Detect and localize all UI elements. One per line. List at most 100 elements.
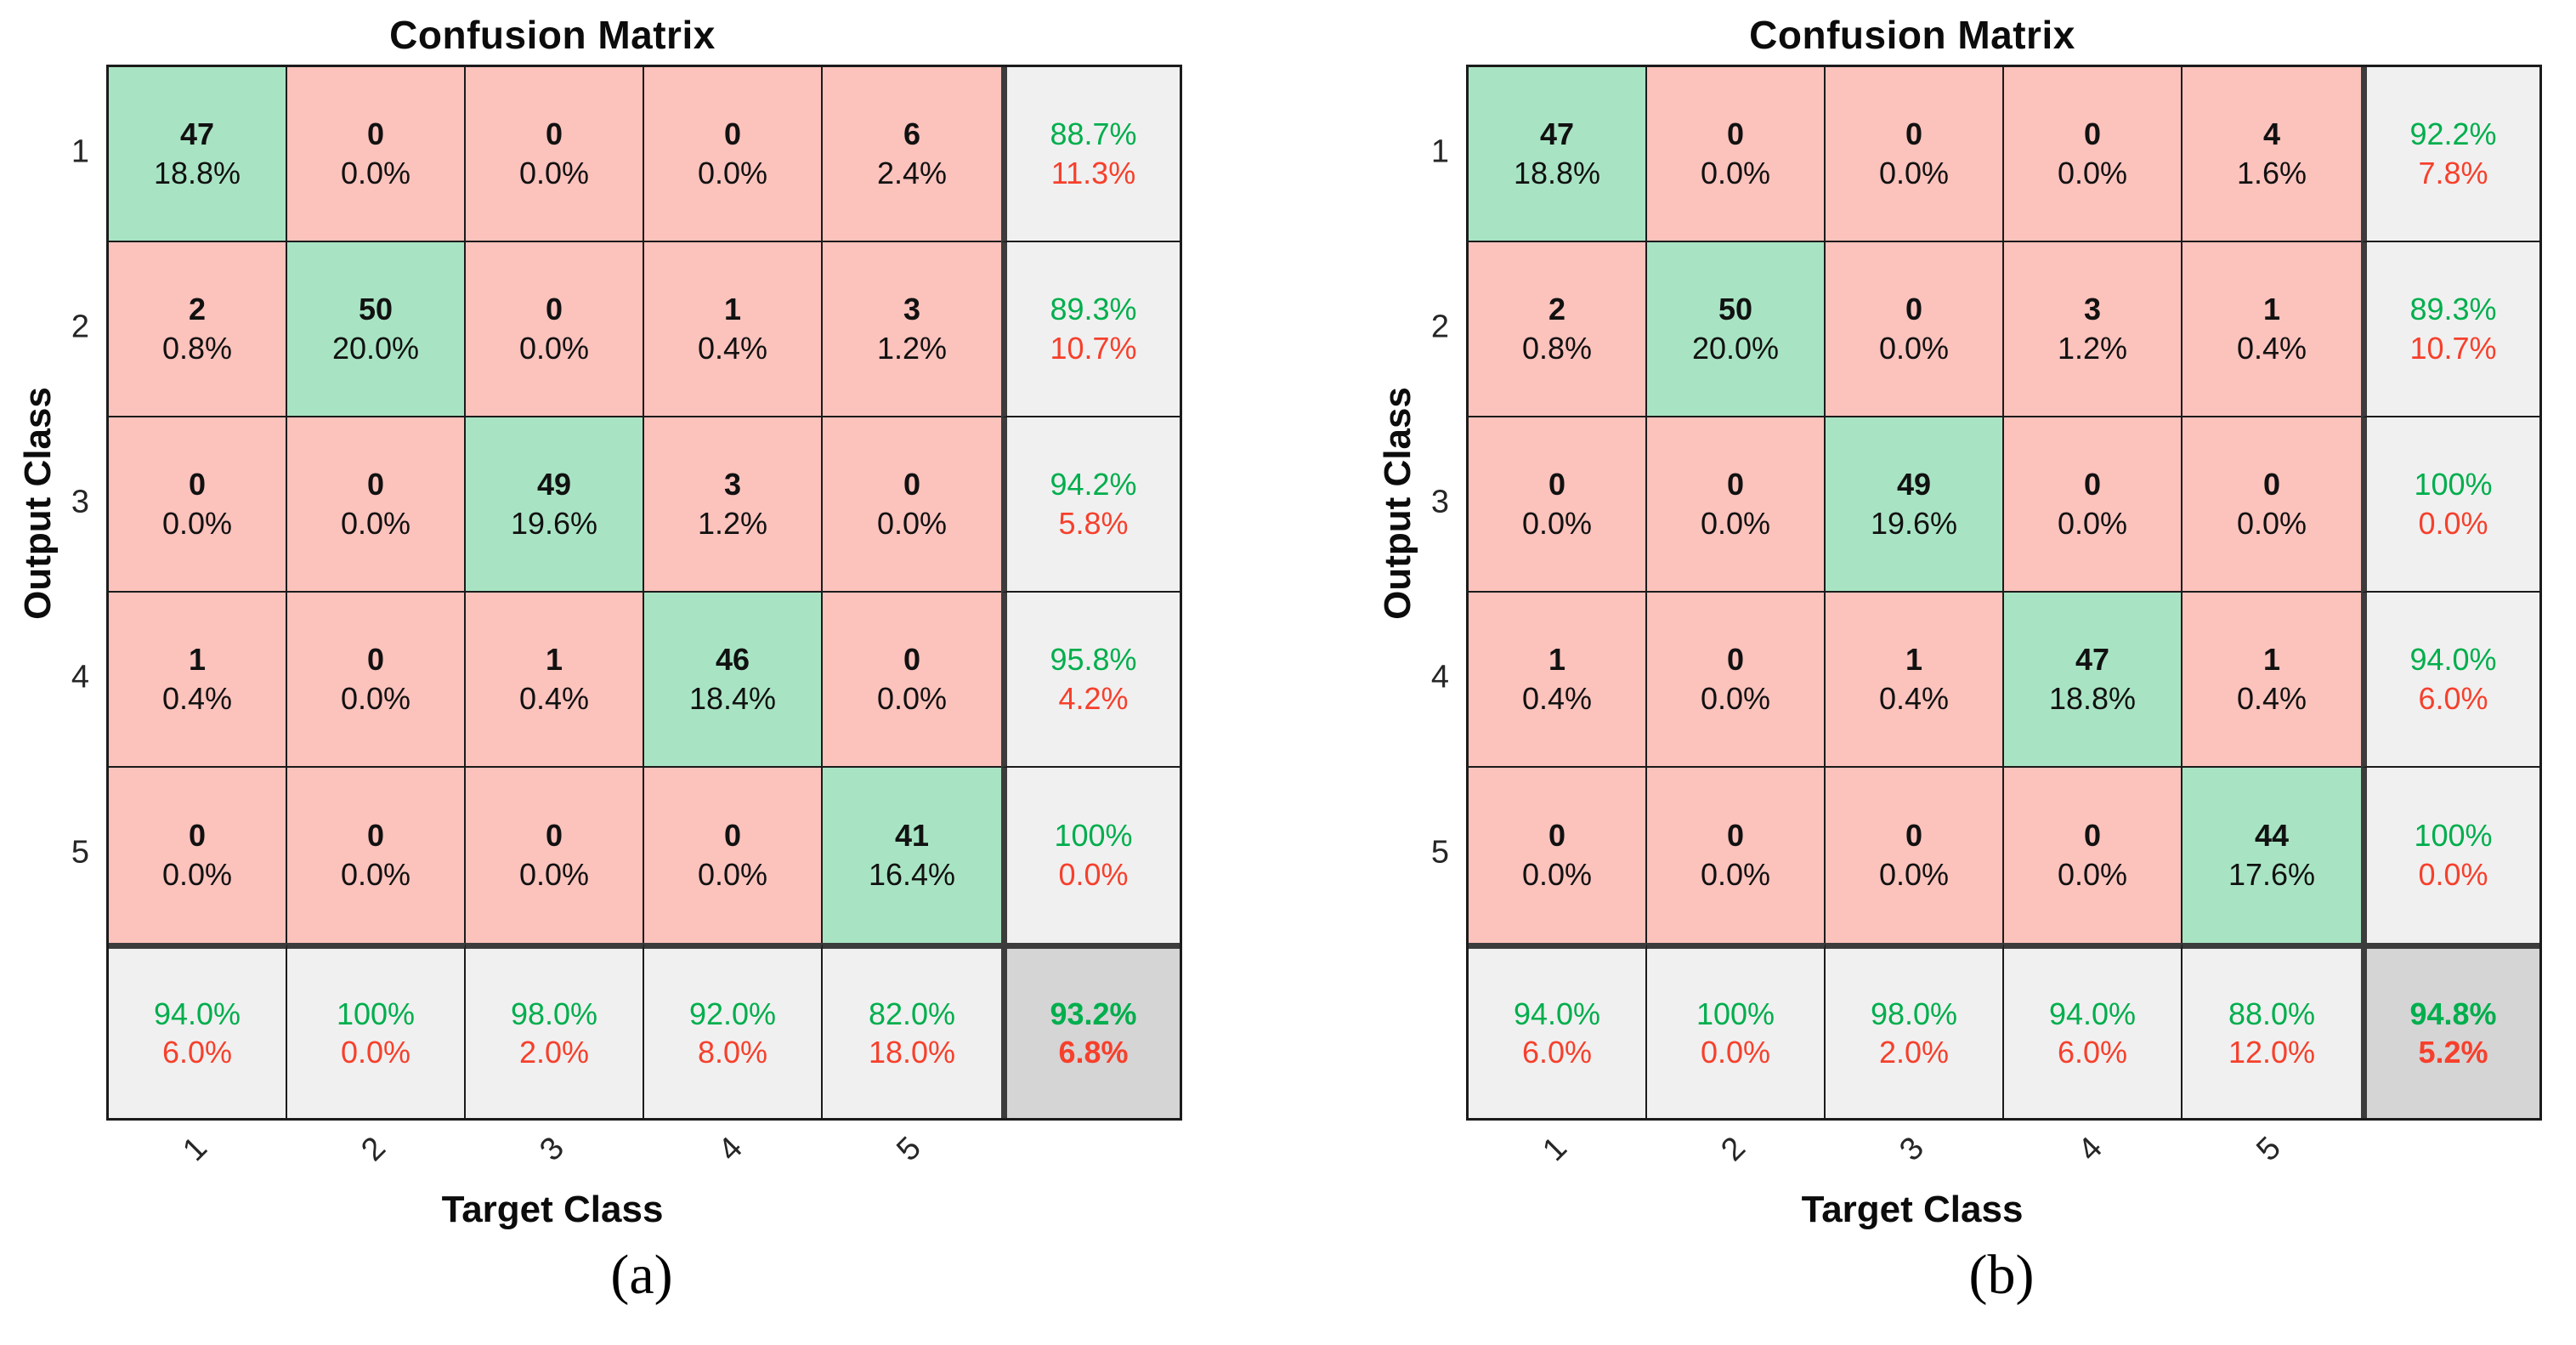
row-precision-percent: 88.7%: [1050, 116, 1137, 152]
confusion-matrix-panel-a: Confusion Matrix Output Class 47 18.8% 0 0.…: [17, 13, 1182, 1306]
cell-4-5: 0 0.0%: [823, 593, 1001, 768]
cell-5-3: 0 0.0%: [466, 768, 644, 943]
y-tick-label-3: 3: [1430, 484, 1449, 520]
x-tick-label-3: 3: [1893, 1130, 1931, 1168]
cell-percent: 0.4%: [697, 330, 768, 366]
cell-percent: 0.0%: [1700, 680, 1771, 716]
col-recall-percent: 82.0%: [868, 996, 956, 1031]
row-precision-percent: 92.2%: [2409, 116, 2497, 152]
cell-percent: 0.8%: [161, 330, 233, 366]
cell-5-2: 0 0.0%: [1647, 768, 1826, 943]
cell-percent: 0.0%: [518, 856, 590, 892]
row-error-percent: 10.7%: [2409, 330, 2497, 366]
y-tick-label-2: 2: [71, 309, 89, 345]
cell-percent: 18.8%: [2048, 680, 2137, 716]
cell-1-4: 0 0.0%: [644, 67, 823, 242]
cell-3-4: 0 0.0%: [2004, 417, 2183, 593]
cell-percent: 0.0%: [1878, 155, 1950, 190]
cell-count: 0: [903, 642, 921, 678]
y-tick-label-4: 4: [1430, 659, 1449, 695]
cell-2-3: 0 0.0%: [1826, 242, 2004, 417]
cell-4-4: 47 18.8%: [2004, 593, 2183, 768]
cell-4-1: 1 0.4%: [109, 593, 287, 768]
cell-count: 3: [903, 292, 921, 327]
cell-3-1: 0 0.0%: [109, 417, 287, 593]
cell-2-1: 2 0.8%: [109, 242, 287, 417]
overall-error-percent: 5.2%: [2418, 1035, 2488, 1070]
cell-4-2: 0 0.0%: [287, 593, 466, 768]
cell-count: 0: [723, 818, 742, 854]
cell-5-4: 0 0.0%: [2004, 768, 2183, 943]
cell-percent: 0.0%: [2057, 856, 2128, 892]
cell-percent: 17.6%: [2228, 856, 2316, 892]
cell-percent: 0.0%: [340, 505, 411, 541]
row-precision-percent: 89.3%: [2409, 292, 2497, 327]
overall-accuracy-cell: 93.2% 6.8%: [1001, 943, 1180, 1118]
cell-percent: 0.4%: [2236, 680, 2307, 716]
cell-5-2: 0 0.0%: [287, 768, 466, 943]
cell-count: 1: [2262, 292, 2281, 327]
col-error-percent: 18.0%: [868, 1035, 956, 1070]
cell-2-4: 3 1.2%: [2004, 242, 2183, 417]
x-tick-label-3: 3: [533, 1130, 571, 1168]
cell-count: 0: [1726, 642, 1745, 678]
col-recall-percent: 92.0%: [688, 996, 777, 1031]
chart-title: Confusion Matrix: [389, 13, 716, 57]
cell-count: 0: [366, 818, 385, 854]
panel-caption: (b): [1968, 1244, 2035, 1306]
x-tick-label-4: 4: [2071, 1130, 2109, 1168]
cell-2-5: 3 1.2%: [823, 242, 1001, 417]
row-precision-percent: 100%: [2414, 818, 2493, 854]
row-error-percent: 4.2%: [1058, 680, 1129, 716]
cell-percent: 0.0%: [2057, 155, 2128, 190]
cell-count: 0: [1905, 116, 1923, 152]
cell-3-2: 0 0.0%: [1647, 417, 1826, 593]
cell-percent: 0.4%: [2236, 330, 2307, 366]
cell-count: 0: [545, 116, 563, 152]
col-recall-percent: 94.0%: [2048, 996, 2137, 1031]
cell-count: 46: [715, 642, 750, 678]
cell-1-2: 0 0.0%: [1647, 67, 1826, 242]
cell-count: 47: [1539, 116, 1575, 152]
x-axis-label: Target Class: [441, 1189, 664, 1230]
row-error-percent: 0.0%: [1058, 856, 1129, 892]
row-summary-4: 94.0% 6.0%: [2361, 593, 2539, 768]
cell-percent: 0.4%: [1878, 680, 1950, 716]
cell-5-4: 0 0.0%: [644, 768, 823, 943]
col-error-percent: 0.0%: [340, 1035, 411, 1070]
cell-percent: 0.8%: [1521, 330, 1593, 366]
col-recall-percent: 98.0%: [510, 996, 598, 1031]
cell-count: 2: [188, 292, 207, 327]
cell-count: 0: [723, 116, 742, 152]
chart-title: Confusion Matrix: [1749, 13, 2075, 57]
cell-count: 6: [903, 116, 921, 152]
col-error-percent: 2.0%: [1878, 1035, 1950, 1070]
x-tick-label-2: 2: [1714, 1130, 1752, 1168]
cell-count: 0: [366, 116, 385, 152]
row-error-percent: 10.7%: [1050, 330, 1137, 366]
col-recall-percent: 98.0%: [1870, 996, 1958, 1031]
cell-count: 0: [903, 467, 921, 502]
cell-count: 50: [358, 292, 393, 327]
col-error-percent: 0.0%: [1700, 1035, 1771, 1070]
y-tick-label-3: 3: [71, 484, 89, 520]
col-summary-3: 98.0% 2.0%: [1826, 943, 2004, 1118]
x-tick-label-1: 1: [1536, 1130, 1574, 1168]
cell-1-5: 6 2.4%: [823, 67, 1001, 242]
cell-percent: 0.0%: [340, 155, 411, 190]
cell-2-1: 2 0.8%: [1469, 242, 1647, 417]
cell-1-3: 0 0.0%: [466, 67, 644, 242]
cell-percent: 18.4%: [688, 680, 777, 716]
cell-4-2: 0 0.0%: [1647, 593, 1826, 768]
row-error-percent: 6.0%: [2418, 680, 2488, 716]
cell-1-3: 0 0.0%: [1826, 67, 2004, 242]
row-precision-percent: 95.8%: [1050, 642, 1137, 678]
row-precision-percent: 94.0%: [2409, 642, 2497, 678]
cell-count: 0: [2083, 116, 2102, 152]
cell-percent: 0.4%: [1521, 680, 1593, 716]
row-summary-1: 92.2% 7.8%: [2361, 67, 2539, 242]
cell-percent: 2.4%: [876, 155, 948, 190]
cell-percent: 1.2%: [697, 505, 768, 541]
cell-count: 0: [1548, 818, 1566, 854]
col-recall-percent: 100%: [1696, 996, 1775, 1031]
